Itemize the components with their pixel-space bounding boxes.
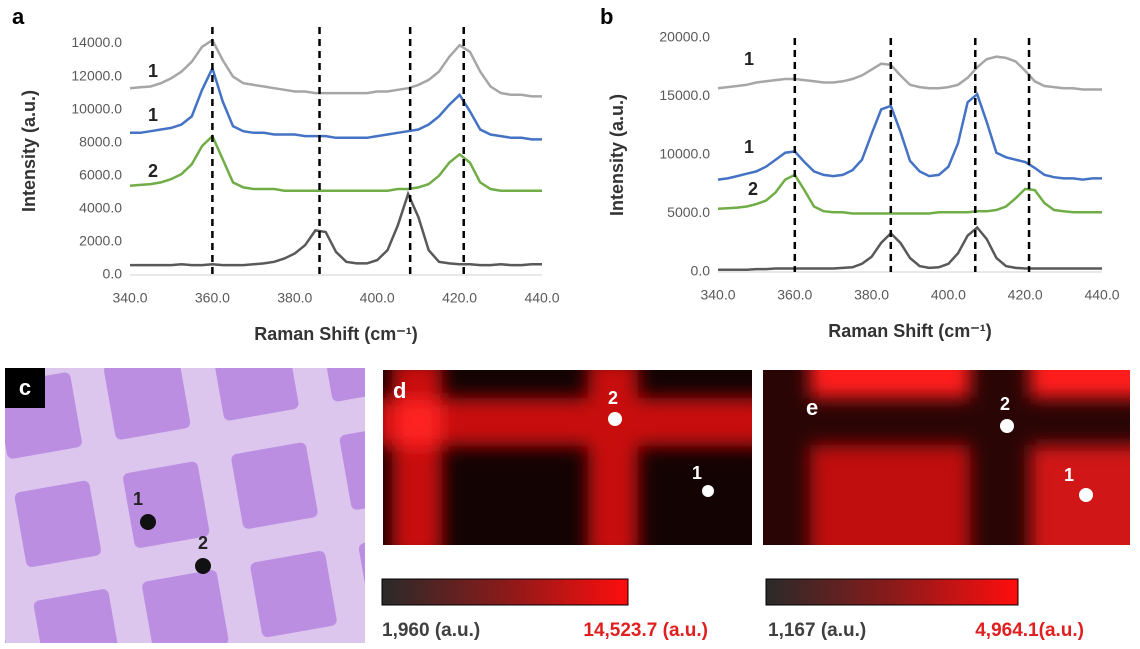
annotation: 1 [148,61,158,81]
x-tick-label: 440.0 [524,290,559,306]
y-tick-label: 20000.0 [659,29,710,45]
x-axis-title: Raman Shift (cm⁻¹) [828,321,992,341]
panel-label: c [19,375,31,400]
y-axis-title: Intensity (a.u.) [19,90,39,212]
x-tick-label: 380.0 [277,290,312,306]
y-tick-label: 12000.0 [71,67,122,83]
x-tick-label: 420.0 [1008,287,1043,303]
y-tick-label: 15000.0 [659,87,710,103]
y-tick-label: 10000.0 [71,100,122,116]
y-tick-label: 14000.0 [71,34,122,50]
y-tick-label: 5000.0 [667,204,710,220]
y-tick-label: 2000.0 [79,233,122,249]
x-tick-label: 440.0 [1084,287,1119,303]
panel-label: e [806,395,818,420]
annotation: 2 [748,179,758,199]
series-line [717,92,1102,181]
point-label: 2 [1000,394,1010,414]
y-axis-title: Intensity (a.u.) [607,94,627,216]
panel-label: d [393,378,406,403]
raman-map: e 2 1 [763,370,1130,545]
y-tick-label: 6000.0 [79,167,122,183]
colorbar [381,578,629,606]
x-tick-label: 360.0 [777,287,812,303]
series-line [129,38,542,98]
panel-label: b [600,4,613,29]
y-tick-label: 0.0 [691,263,711,279]
point-label: 1 [692,463,702,483]
point [195,558,211,574]
series-line [130,190,542,267]
x-tick-label: 400.0 [931,287,966,303]
series-line [130,64,542,141]
panel-label: a [12,4,25,29]
x-tick-label: 360.0 [195,290,230,306]
colorbar [765,578,1019,606]
annotation: 1 [744,137,754,157]
point-label: 2 [198,533,208,553]
x-tick-label: 420.0 [442,290,477,306]
x-tick-label: 380.0 [854,287,889,303]
point [1079,488,1093,502]
series-line [717,55,1102,91]
x-tick-label: 340.0 [112,290,147,306]
series-line [129,133,542,192]
colorbar-min: 1,167 (a.u.) [768,620,866,641]
point [702,485,714,497]
x-tick-label: 400.0 [360,290,395,306]
x-tick-label: 340.0 [700,287,735,303]
image [5,368,365,643]
colorbar-max: 4,964.1(a.u.) [975,620,1084,641]
point-label: 2 [608,388,618,408]
y-tick-label: 8000.0 [79,133,122,149]
annotation: 1 [148,105,158,125]
y-tick-label: 10000.0 [659,146,710,162]
colorbar-max: 14,523.7 (a.u.) [583,620,708,641]
colorbar-min: 1,960 (a.u.) [382,620,480,641]
point [608,412,622,426]
series-line [717,173,1102,215]
raman-map: d 2 1 [383,370,752,545]
optical-image: c 1 2 [5,368,365,643]
point [1000,419,1014,433]
y-tick-label: 4000.0 [79,200,122,216]
point [140,514,156,530]
point-label: 1 [133,489,143,509]
annotation: 1 [744,49,754,69]
series-line [718,225,1102,271]
y-tick-label: 0.0 [103,266,123,282]
label-box [5,368,45,408]
annotation: 2 [148,161,158,181]
point-label: 1 [1064,465,1074,485]
x-axis-title: Raman Shift (cm⁻¹) [254,324,418,344]
